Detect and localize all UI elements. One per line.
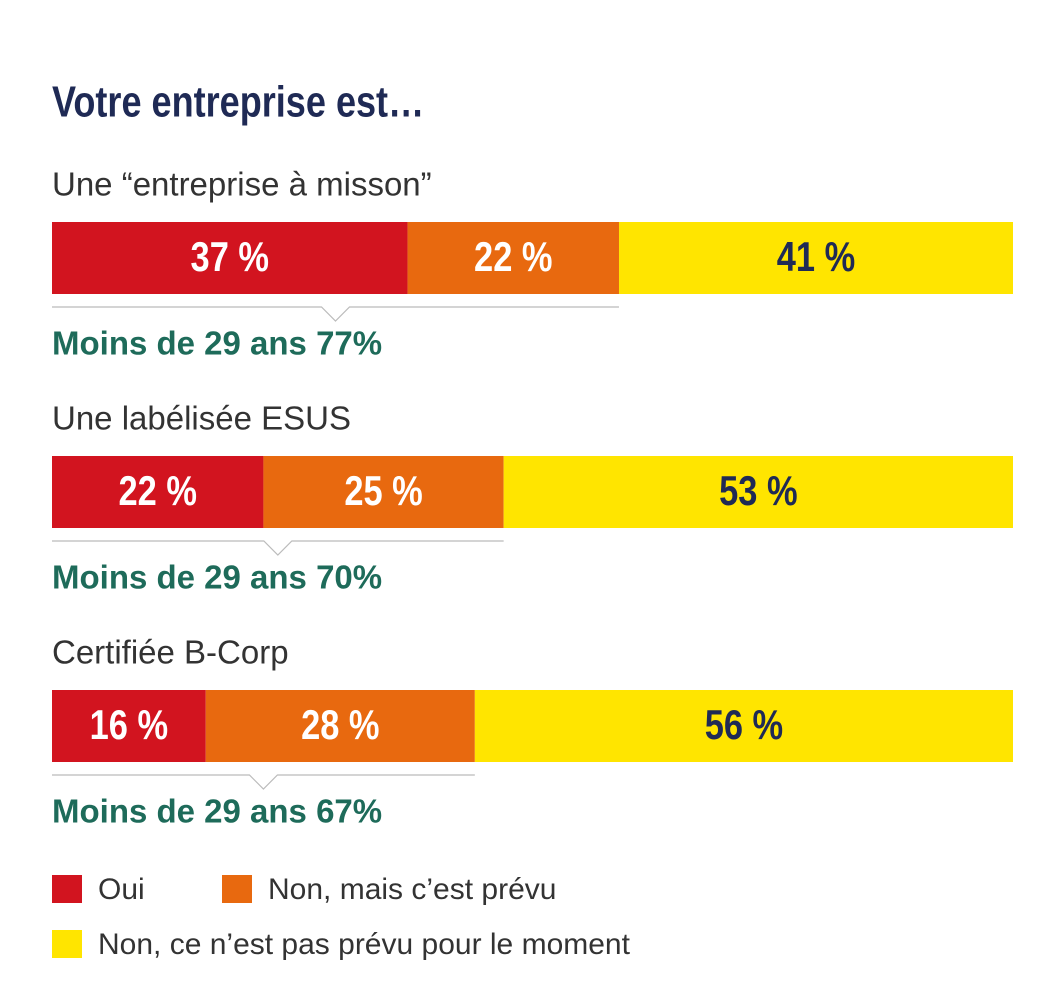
value-label: 22 % [474,234,552,281]
callout-line [52,540,504,556]
bar-segment [52,222,408,294]
legend-label: Non, mais c’est prévu [268,873,556,906]
value-label: 22 % [118,468,196,515]
legend-swatch [52,875,82,903]
category-label: Une “entreprise à misson” [52,166,432,203]
callout-line [52,306,619,322]
value-label: 37 % [191,234,269,281]
bar-segment [474,690,1014,762]
bar-segment [52,456,264,528]
bar-segment [503,456,1013,528]
callout-line [52,774,475,790]
category-label: Certifiée B-Corp [52,634,289,671]
value-label: 56 % [705,702,783,749]
bar-segment [407,222,619,294]
value-label: 28 % [301,702,379,749]
value-label: 16 % [90,702,168,749]
legend-swatch [222,875,252,903]
legend-swatch [52,930,82,958]
bar-segment [263,456,504,528]
bar-segment [618,222,1013,294]
value-label: 41 % [777,234,855,281]
annotation: Moins de 29 ans 70% [52,559,382,596]
annotation: Moins de 29 ans 77% [52,325,382,362]
legend-label: Oui [98,873,145,906]
annotation: Moins de 29 ans 67% [52,793,382,830]
chart-title: Votre entreprise est… [52,77,424,126]
category-label: Une labélisée ESUS [52,400,351,437]
bar-segment [205,690,475,762]
bar-segment [52,690,206,762]
value-label: 53 % [719,468,797,515]
legend-label: Non, ce n’est pas prévu pour le moment [98,928,631,961]
value-label: 25 % [344,468,422,515]
